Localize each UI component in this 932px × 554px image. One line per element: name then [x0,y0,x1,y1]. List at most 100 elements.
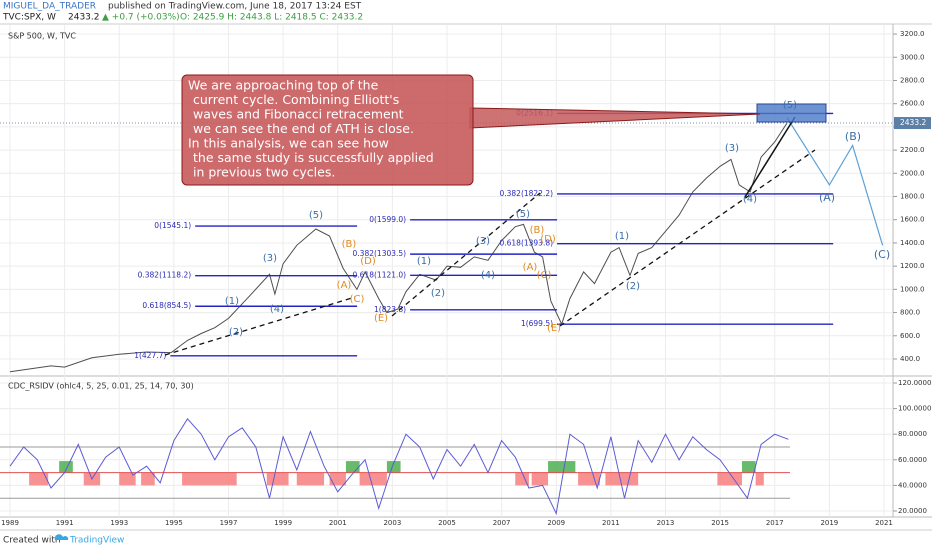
x-tick-label: 2017 [766,519,784,527]
signal-zone [741,461,756,473]
signal-zone [548,461,576,473]
price: 2433.2 [68,13,100,23]
signal-zone [329,472,346,486]
x-tick-label: 1995 [165,519,183,527]
fib-label: 0(1545.1) [154,221,191,230]
wave-label: (C) [537,270,552,281]
y-tick-label: 2800.0 [900,76,925,84]
wave-label: (2) [229,327,243,338]
trend-line [744,116,796,198]
symbol: TVC:SPX, W [2,13,56,23]
signal-zone [345,461,360,473]
wave-label: (3) [476,236,490,247]
y-tick-label: 1600.0 [900,216,925,224]
signal-zone [359,472,387,486]
y-tick-label: 3000.0 [900,53,925,61]
fib-label: 0.382(1303.5) [353,249,407,258]
wave-label: (2) [431,288,445,299]
wave-label: (B) [342,239,357,250]
wave-label: (1) [615,231,629,242]
logo [54,534,69,540]
wave-label: (3) [263,253,277,264]
signal-zone [531,472,549,486]
footer-text: Created with [3,536,61,546]
x-tick-label: 2015 [711,519,729,527]
fib-label: 0.382(1822.2) [499,189,553,198]
callout-text: current cycle. Combining Elliott's [193,92,399,107]
last-price-label: 2433.2 [900,118,926,127]
y-tick-label: 800.0 [900,309,920,317]
callout-text: the same study is successfully applied [193,150,434,165]
y-tick-label: 120.0000 [898,379,931,387]
fib-label: 0.618(1121.0) [353,270,407,279]
wave-label: (5) [309,210,323,221]
signal-zone [386,461,401,473]
price-line [9,122,788,373]
wave-label: (5) [516,209,530,220]
y-tick-label: 2600.0 [900,100,925,108]
wave-label: (2) [626,281,640,292]
footer-brand[interactable]: TradingView [69,536,124,546]
indicator-title: CDC_RSIDV (ohlc4, 5, 25, 0.01, 25, 14, 7… [8,382,194,391]
wave-label: (4) [481,270,495,281]
x-tick-label: 1989 [1,519,19,527]
price-line [9,417,789,516]
signal-zone [605,472,639,486]
wave-label: (C) [874,248,890,261]
callout-text: we can see the end of ATH is close. [193,121,414,136]
wave-label: (E) [547,323,561,334]
x-tick-label: 2021 [875,519,893,527]
y-tick-label: 600.0 [900,332,920,340]
signal-zone [515,472,529,486]
wave-label: (C) [350,294,365,305]
y-tick-label: 1400.0 [900,239,925,247]
y-tick-label: 40.0000 [898,481,927,489]
y-tick-label: 400.0 [900,355,920,363]
y-tick-label: 60.0000 [898,456,927,464]
y-tick-label: 1800.0 [900,193,925,201]
wave-label: (1) [417,256,431,267]
wave-label: (D) [360,256,376,267]
wave-label: (5) [783,100,797,111]
x-tick-label: 2013 [657,519,675,527]
signal-zone [59,461,73,473]
x-tick-label: 2009 [547,519,565,527]
y-tick-label: 1000.0 [900,285,925,293]
author[interactable]: MIGUEL_DA_TRADER [3,2,96,12]
wave-label: (3) [725,143,739,154]
signal-zone [717,472,742,486]
ohlc: O: 2425.9 H: 2443.8 L: 2418.5 C: 2433.2 [180,13,363,23]
x-tick-label: 2005 [438,519,456,527]
y-tick-label: 20.0000 [898,507,927,515]
y-tick-label: 2000.0 [900,169,925,177]
callout-box [181,74,474,186]
signal-zone [29,472,49,486]
projection-line [786,117,884,246]
wave-label: (D) [540,234,556,245]
signal-zone [578,472,600,486]
signal-zone [266,472,289,486]
y-tick-label: 3200.0 [900,30,925,38]
x-tick-label: 2019 [820,519,838,527]
x-tick-label: 1999 [274,519,292,527]
callout-text: In this analysis, we can see how [188,136,389,151]
last-price-tag [894,117,931,130]
fib-label: 0.382(1118.2) [138,271,192,280]
y-tick-label: 100.0000 [898,405,931,413]
callout-text: waves and Fibonacci retracement [193,107,404,122]
signal-zone [182,472,237,486]
wave-label: (E) [374,313,388,324]
x-tick-label: 2007 [493,519,511,527]
signal-zone [755,472,764,486]
callout-text: We are approaching top of the [188,78,379,93]
x-tick-label: 1991 [56,519,74,527]
wave-label: (B) [845,130,861,143]
fib-label: 1(699.5) [521,319,553,328]
y-tick-label: 2200.0 [900,146,925,154]
x-tick-label: 1997 [220,519,238,527]
trend-line [164,296,356,356]
wave-label: (A) [337,280,352,291]
wave-label: (A) [819,191,835,204]
x-tick-label: 2003 [383,519,401,527]
